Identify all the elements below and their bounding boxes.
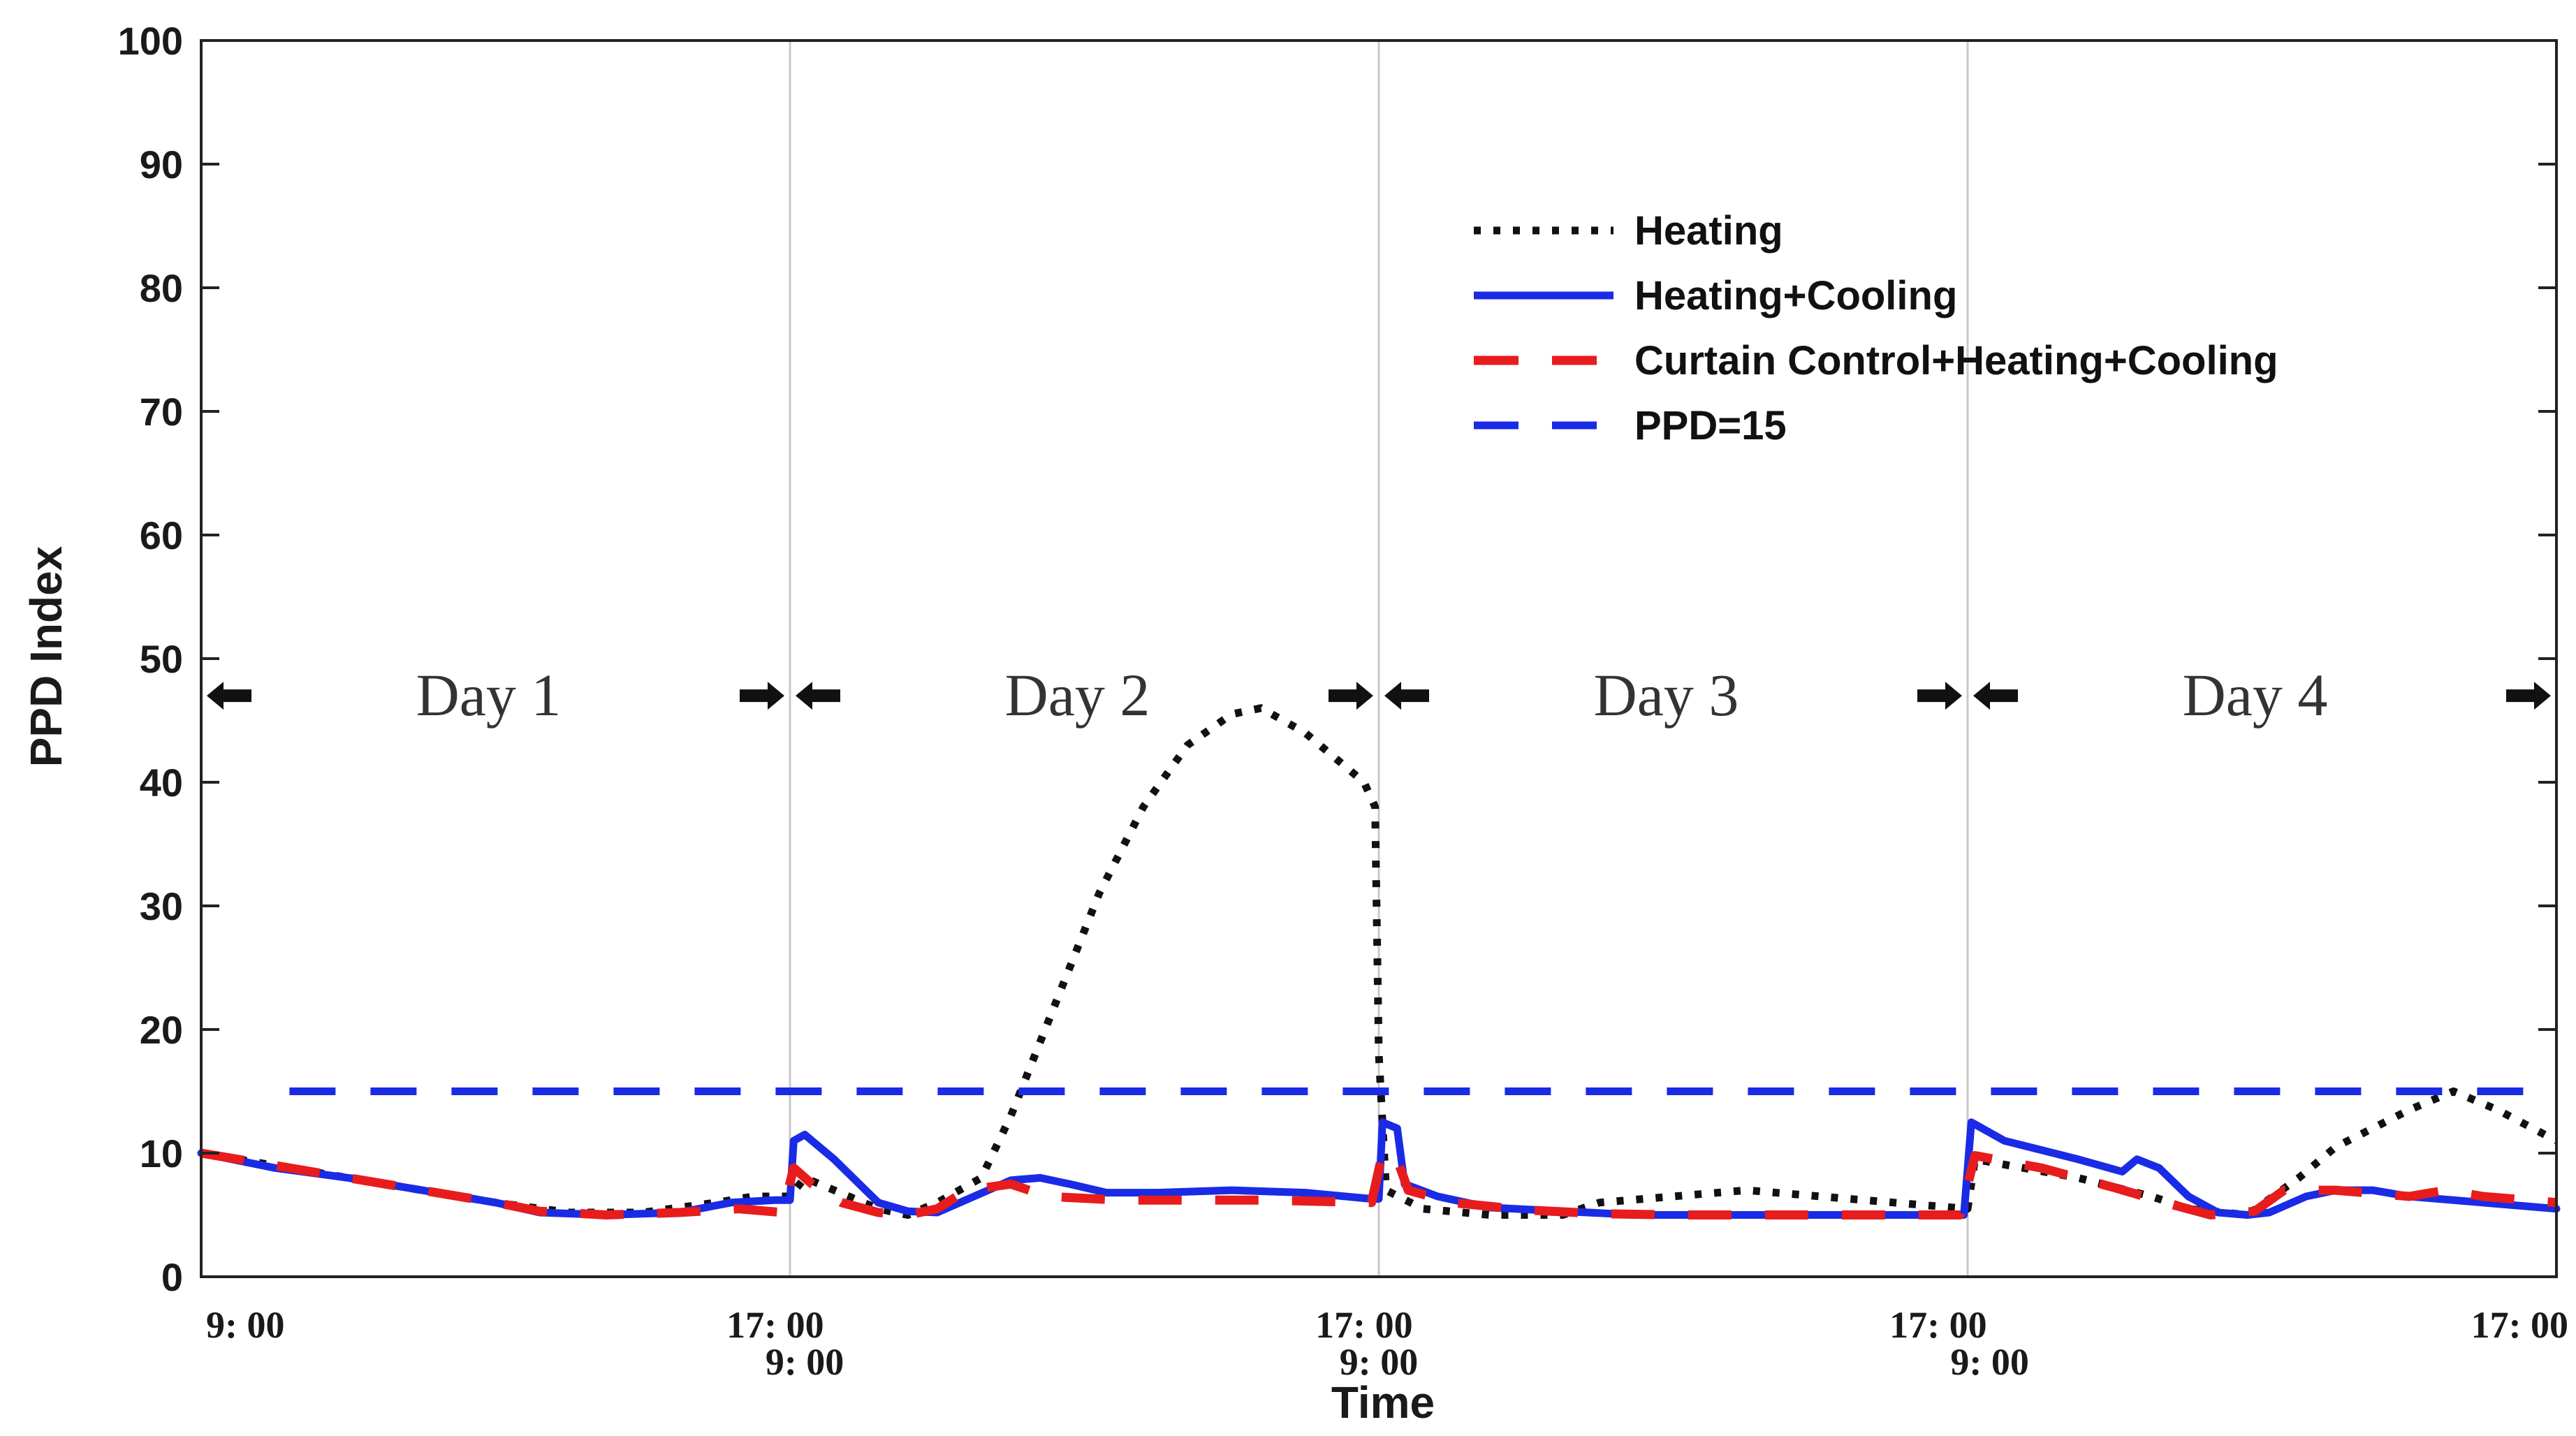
day-end-arrow xyxy=(1329,682,1373,710)
day-label: Day 3 xyxy=(1594,661,1739,728)
legend-label: Heating+Cooling xyxy=(1634,273,1957,318)
day-start-arrow xyxy=(207,682,251,710)
series-line-curtain-control-heating-cooling xyxy=(200,1148,2557,1219)
y-tick-label: 50 xyxy=(140,637,183,681)
y-tick-label: 0 xyxy=(161,1255,183,1299)
day-end-arrow xyxy=(1917,682,1962,710)
day-start-arrow xyxy=(1973,682,2018,710)
day-label: Day 2 xyxy=(1005,661,1150,728)
day-separator-lines xyxy=(789,41,1969,1277)
legend: Heating Heating+Cooling Curtain Control+He… xyxy=(1474,208,2278,448)
x-tick-label: 17: 00 xyxy=(726,1304,824,1346)
y-axis: 0 10 20 30 40 50 60 70 80 90 100 xyxy=(118,19,2556,1299)
legend-label: PPD=15 xyxy=(1634,403,1787,448)
y-tick-label: 10 xyxy=(140,1131,183,1175)
day-end-arrow xyxy=(740,682,784,710)
x-tick-label: 9: 00 xyxy=(766,1341,844,1383)
day-start-arrow xyxy=(1384,682,1429,710)
series-lines xyxy=(197,704,2561,1219)
y-axis-label: PPD Index xyxy=(21,545,71,767)
series-line-heating-cooling xyxy=(197,1118,2561,1219)
legend-label: Curtain Control+Heating+Cooling xyxy=(1634,338,2278,383)
day-label: Day 4 xyxy=(2183,661,2328,728)
x-tick-label: 9: 00 xyxy=(206,1304,284,1346)
y-tick-label: 40 xyxy=(140,761,183,805)
y-tick-label: 100 xyxy=(118,19,183,63)
y-tick-label: 70 xyxy=(140,390,183,434)
y-tick-label: 20 xyxy=(140,1008,183,1052)
y-tick-label: 90 xyxy=(140,142,183,186)
day-start-arrow xyxy=(796,682,840,710)
day-label: Day 1 xyxy=(416,661,562,728)
x-tick-label: 17: 00 xyxy=(1315,1304,1412,1346)
legend-label: Heating xyxy=(1634,208,1783,254)
x-tick-label: 17: 00 xyxy=(2471,1304,2568,1346)
day-end-arrow xyxy=(2506,682,2551,710)
x-tick-label: 17: 00 xyxy=(1889,1304,1986,1346)
x-tick-label: 9: 00 xyxy=(1340,1341,1418,1383)
day-annotations: Day 1 Day 2 Day 3 Day 4 xyxy=(207,661,2551,728)
y-tick-label: 30 xyxy=(140,884,183,928)
x-axis-label: Time xyxy=(1331,1377,1435,1428)
y-tick-label: 80 xyxy=(140,266,183,310)
x-tick-label: 9: 00 xyxy=(1950,1341,2028,1383)
series-line-heating xyxy=(200,704,2559,1219)
y-tick-label: 60 xyxy=(140,513,183,557)
